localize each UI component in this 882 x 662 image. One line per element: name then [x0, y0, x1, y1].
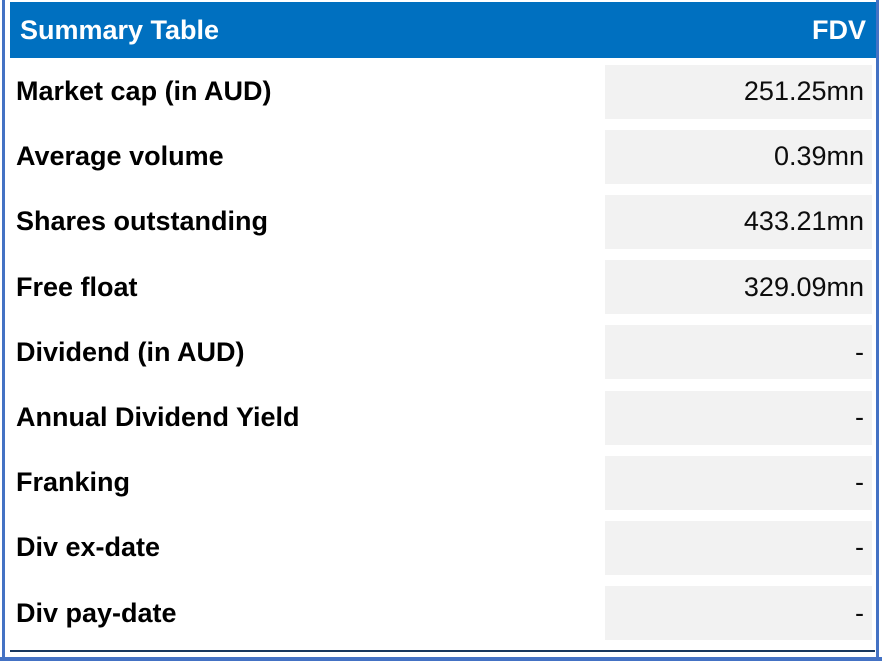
- row-value-average-volume: 0.39mn: [605, 129, 872, 184]
- row-value-div-pay-date: -: [605, 586, 872, 641]
- table-row: Annual Dividend Yield -: [0, 385, 882, 450]
- row-label-dividend: Dividend (in AUD): [16, 336, 245, 367]
- table-row: Average volume 0.39mn: [0, 124, 882, 189]
- table-row: Market cap (in AUD) 251.25mn: [0, 59, 882, 124]
- table-header: Summary Table FDV: [10, 2, 876, 58]
- row-value-annual-dividend-yield: -: [605, 390, 872, 445]
- table-row: Shares outstanding 433.21mn: [0, 189, 882, 254]
- table-rows: Market cap (in AUD) 251.25mn Average vol…: [0, 59, 882, 646]
- row-label-free-float: Free float: [16, 271, 138, 302]
- table-row: Div pay-date -: [0, 581, 882, 646]
- row-value-div-ex-date: -: [605, 520, 872, 575]
- row-label-shares-outstanding: Shares outstanding: [16, 206, 269, 237]
- table-row: Div ex-date -: [0, 515, 882, 580]
- row-value-shares-outstanding: 433.21mn: [605, 194, 872, 249]
- row-label-div-ex-date: Div ex-date: [16, 532, 161, 563]
- row-label-div-pay-date: Div pay-date: [16, 597, 177, 628]
- ticker-label: FDV: [812, 14, 866, 45]
- row-label-market-cap: Market cap (in AUD): [16, 76, 272, 107]
- table-border-right: [876, 0, 879, 659]
- table-row: Free float 329.09mn: [0, 255, 882, 320]
- table-bottom-rule: [10, 650, 875, 652]
- row-label-franking: Franking: [16, 467, 131, 498]
- table-row: Dividend (in AUD) -: [0, 320, 882, 385]
- table-border-left: [2, 0, 5, 659]
- table-border-bottom: [0, 657, 882, 661]
- row-value-franking: -: [605, 455, 872, 510]
- table-title: Summary Table: [20, 14, 220, 45]
- row-label-average-volume: Average volume: [16, 141, 224, 172]
- row-label-annual-dividend-yield: Annual Dividend Yield: [16, 402, 300, 433]
- table-row: Franking -: [0, 450, 882, 515]
- row-value-market-cap: 251.25mn: [605, 64, 872, 119]
- row-value-free-float: 329.09mn: [605, 260, 872, 315]
- row-value-dividend: -: [605, 325, 872, 380]
